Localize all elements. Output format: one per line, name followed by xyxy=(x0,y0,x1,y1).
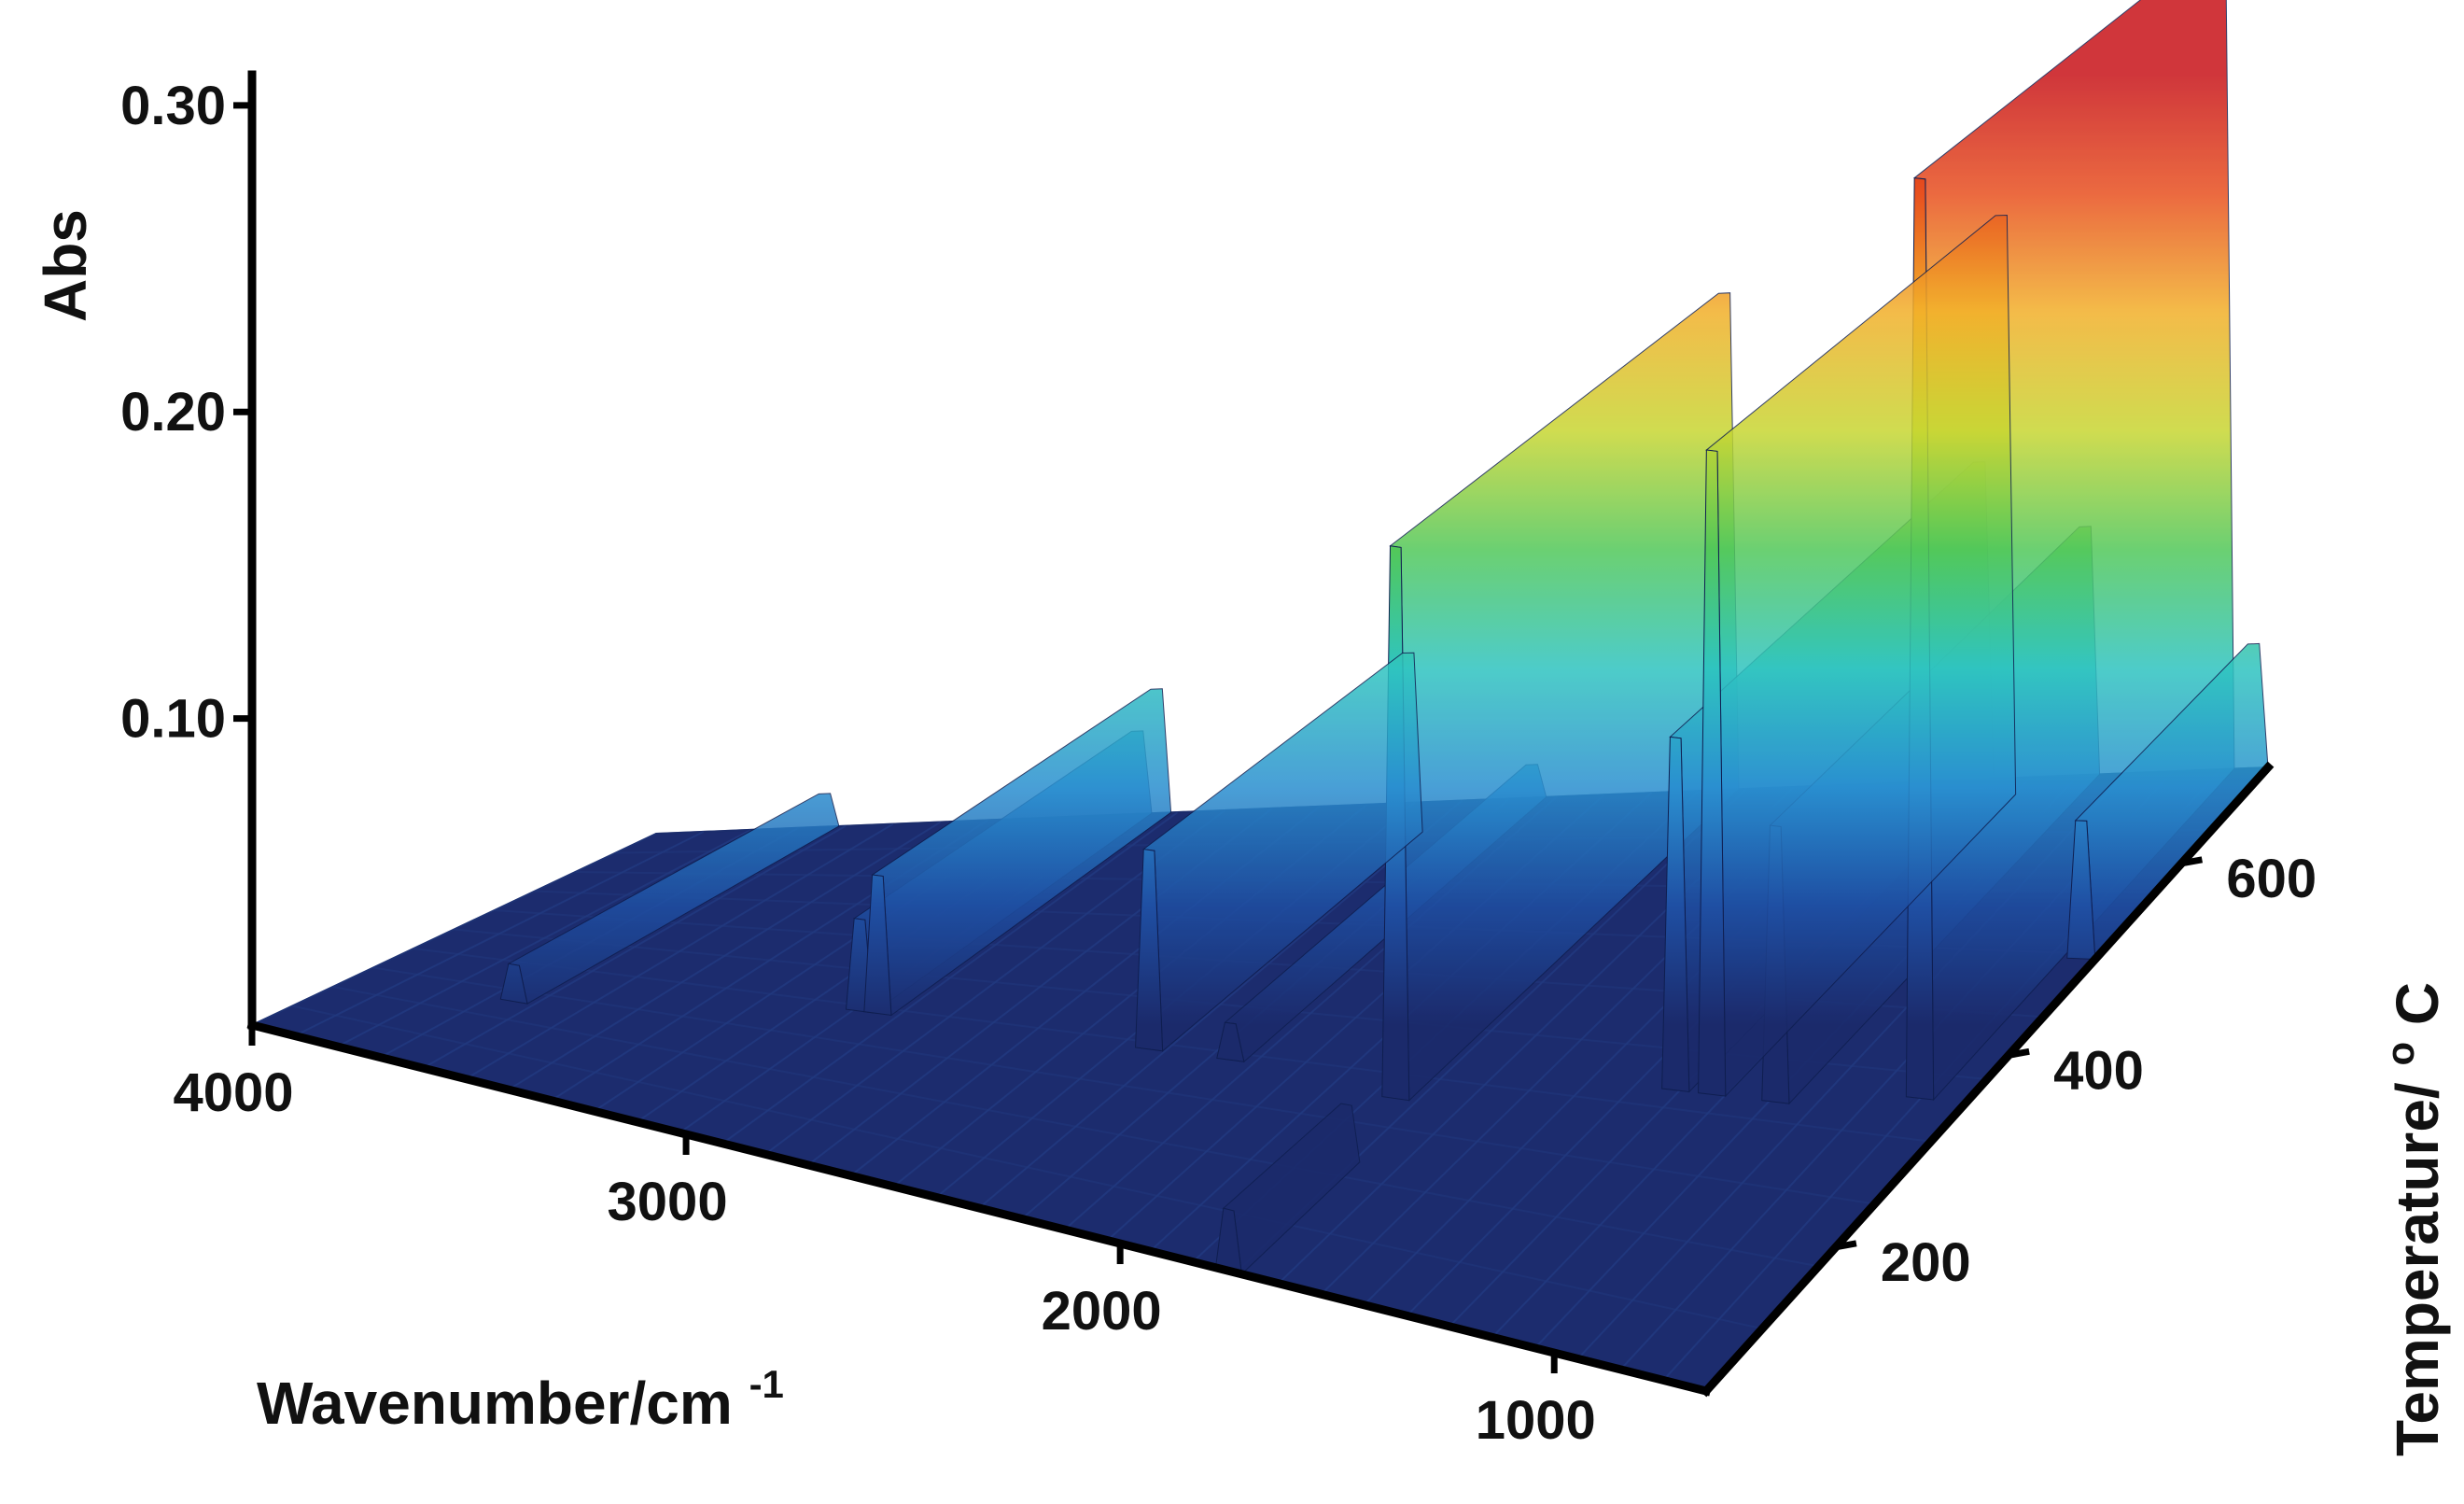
y-axis-tick-label: 400 xyxy=(2053,1040,2144,1101)
surface-grid-line xyxy=(372,966,1875,1205)
y-axis-title-sup: o xyxy=(2378,1042,2422,1066)
y-axis-tick xyxy=(2008,1047,2030,1059)
x-axis-title-sup: -1 xyxy=(749,1362,784,1406)
z-axis-tick-label: 0.20 xyxy=(120,382,226,443)
z-axis-tick-label: 0.30 xyxy=(120,76,226,136)
x-axis-tick-label: 1000 xyxy=(1476,1390,1596,1451)
peak-front-face xyxy=(1216,1021,1245,1062)
x-axis-title: Wavenumber/cm -1 xyxy=(257,1362,784,1437)
x-axis-tick-label: 2000 xyxy=(1042,1281,1162,1342)
y-axis-tick-label: 600 xyxy=(2226,849,2317,909)
x-axis-line xyxy=(246,1019,1712,1397)
surface-layer xyxy=(249,0,2271,1393)
peak-front-face xyxy=(1698,449,1727,1097)
z-axis-tick-label: 0.10 xyxy=(120,689,226,750)
y-axis-title-main: Temperature/ xyxy=(2384,1082,2451,1456)
x-axis-tick-label: 3000 xyxy=(608,1172,728,1232)
y-axis-tick xyxy=(2180,856,2204,867)
peak-front-face xyxy=(1661,736,1690,1093)
surface-grid-line xyxy=(413,948,1931,1143)
axis-layer: 0.10 0.20 0.30 4000 3000 2000 1000 200 400 600 xyxy=(120,70,2317,1451)
y-axis-line xyxy=(1700,761,2275,1398)
y-axis-title-tail: C xyxy=(2384,982,2451,1025)
surface-grid-line xyxy=(332,986,1819,1268)
y-axis-tick xyxy=(1835,1240,1857,1251)
x-axis-title-main: Wavenumber/cm xyxy=(257,1370,733,1437)
peak-front-face xyxy=(863,874,892,1017)
x-axis-tick-label: 4000 xyxy=(173,1062,293,1123)
peak-front-face xyxy=(2066,820,2096,961)
y-axis-tick-label: 200 xyxy=(1881,1232,1971,1293)
peak-front-face xyxy=(1135,849,1164,1052)
peak-front-face xyxy=(499,963,528,1005)
surface-grid-line xyxy=(292,1005,1763,1330)
y-axis-title: Temperature/ o C xyxy=(2359,982,2451,1456)
z-axis-title: Abs xyxy=(32,209,99,322)
